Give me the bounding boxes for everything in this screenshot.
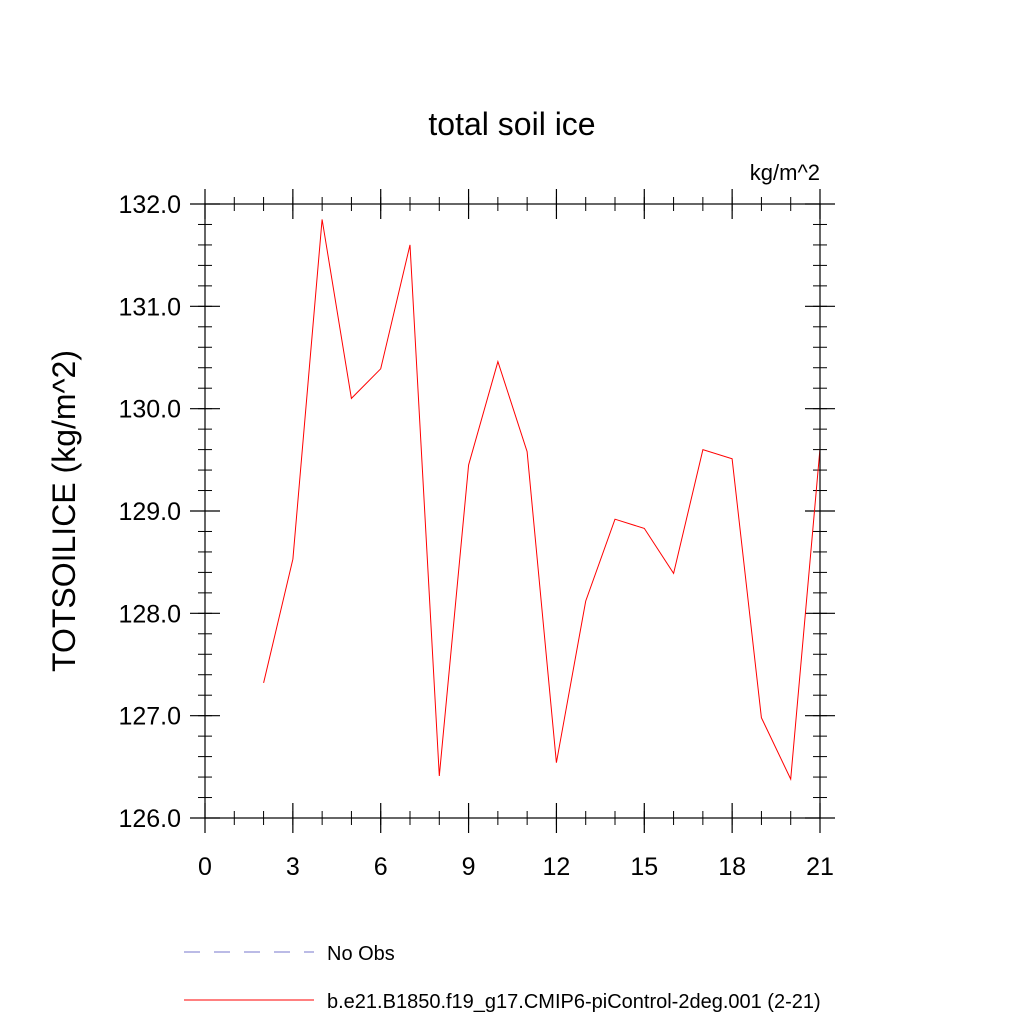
x-tick-label: 18 — [718, 853, 746, 881]
y-tick-label: 126.0 — [118, 805, 181, 833]
y-tick-label: 129.0 — [118, 498, 181, 526]
legend-label: b.e21.B1850.f19_g17.CMIP6-piControl-2deg… — [327, 991, 821, 1013]
plot-frame — [204, 203, 821, 819]
x-tick-label: 6 — [374, 853, 388, 881]
y-axis-ticks: 126.0 127.0 128.0 129.0 130.0 131.0 132.0 — [118, 191, 835, 833]
x-tick-label: 15 — [630, 853, 658, 881]
y-tick-label: 132.0 — [118, 191, 181, 219]
y-tick-label: 131.0 — [118, 293, 181, 321]
x-tick-label: 3 — [286, 853, 300, 881]
x-tick-label: 9 — [462, 853, 476, 881]
y-tick-label: 128.0 — [118, 600, 181, 628]
y-axis-label: TOTSOILICE (kg/m^2) — [46, 350, 82, 672]
x-axis-ticks: 0 3 6 9 12 15 18 21 — [198, 189, 834, 881]
x-tick-label: 0 — [198, 853, 212, 881]
units-label: kg/m^2 — [750, 160, 820, 185]
y-tick-label: 127.0 — [118, 703, 181, 731]
series-line — [263, 219, 821, 781]
x-tick-label: 12 — [543, 853, 571, 881]
y-tick-label: 130.0 — [118, 396, 181, 424]
legend: No Obs b.e21.B1850.f19_g17.CMIP6-piContro… — [184, 943, 821, 1013]
series-layer — [263, 219, 821, 781]
chart-title: total soil ice — [428, 106, 595, 142]
legend-label: No Obs — [327, 943, 395, 965]
x-tick-label: 21 — [806, 853, 834, 881]
